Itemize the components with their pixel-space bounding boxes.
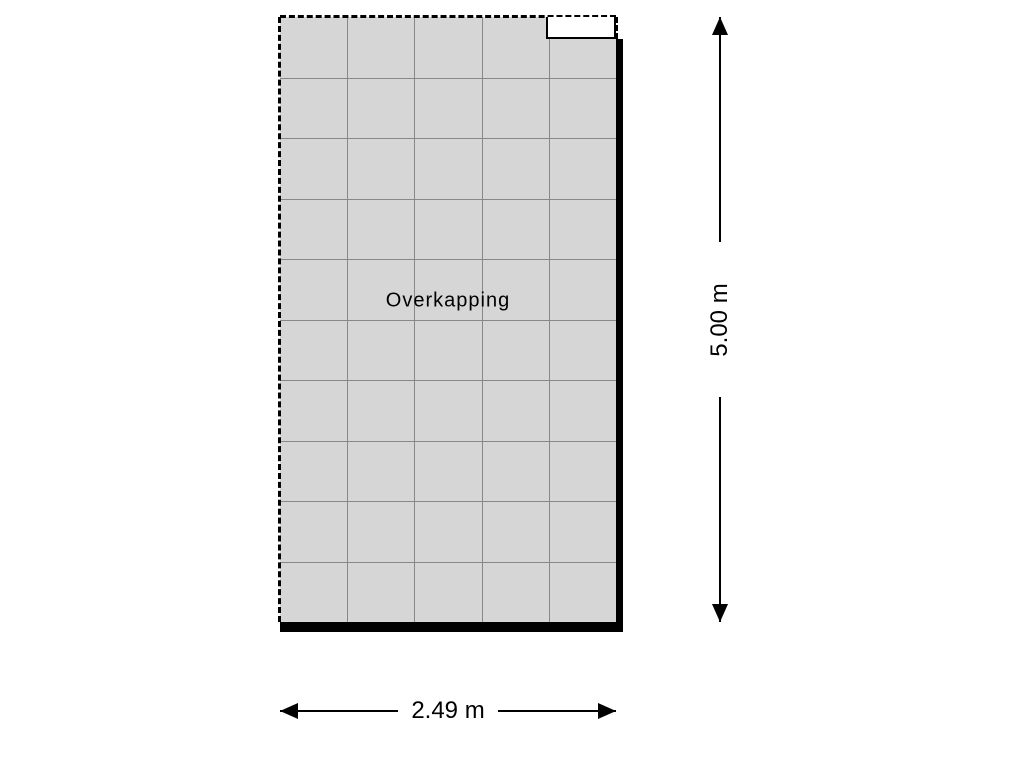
grid-line-horizontal xyxy=(280,380,616,381)
grid-line-horizontal xyxy=(280,320,616,321)
dimension-width-label: 2.49 m xyxy=(403,697,492,725)
room-label: Overkapping xyxy=(386,290,510,313)
floorplan-room: Overkapping xyxy=(280,17,616,622)
grid-line-horizontal xyxy=(280,78,616,79)
wall-left-dashed xyxy=(278,17,281,622)
grid-line-horizontal xyxy=(280,138,616,139)
dimension-line xyxy=(719,397,721,622)
grid-line-horizontal xyxy=(280,501,616,502)
grid-line-horizontal xyxy=(280,562,616,563)
wall-bottom-solid xyxy=(280,622,620,632)
grid-line-horizontal xyxy=(280,199,616,200)
dimension-line xyxy=(719,17,721,242)
arrow-down-icon xyxy=(712,604,728,622)
arrow-right-icon xyxy=(598,703,616,719)
wall-right-solid xyxy=(616,39,623,632)
dimension-height-label: 5.00 m xyxy=(706,275,734,364)
grid-line-horizontal xyxy=(280,441,616,442)
arrow-up-icon xyxy=(712,17,728,35)
grid-line-horizontal xyxy=(280,259,616,260)
arrow-left-icon xyxy=(280,703,298,719)
door-opening xyxy=(546,17,616,39)
